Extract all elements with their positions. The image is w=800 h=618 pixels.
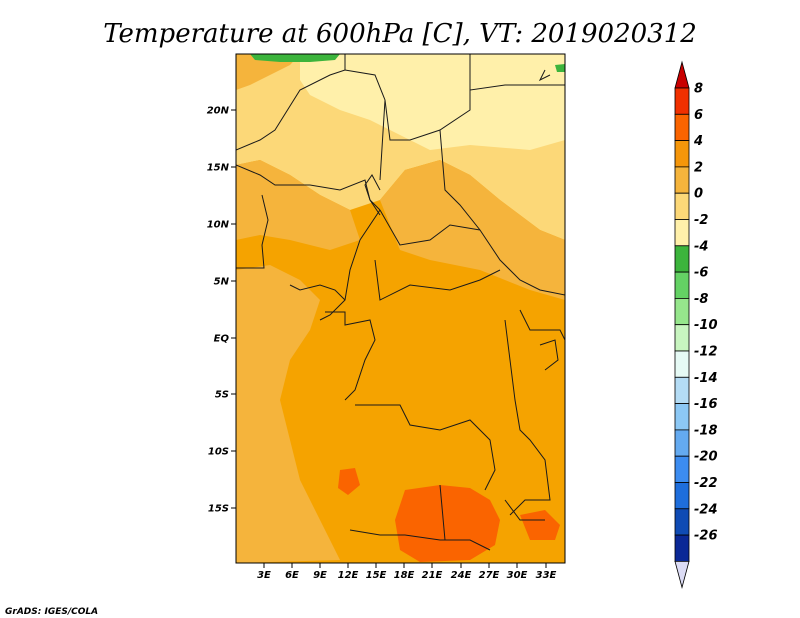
colorbar-swatch <box>674 192 690 220</box>
colorbar-swatch <box>674 508 690 536</box>
lat-tick-label: 15N <box>207 163 230 174</box>
colorbar-swatch <box>674 271 690 299</box>
map-frame <box>235 53 566 564</box>
lat-tick-label: EQ <box>214 334 230 345</box>
colorbar-bottom-arrow <box>674 561 690 589</box>
colorbar: 8 6 4 2 0 -2 -4 -6 -8 -10 -12 -14 -16 -18 -20 -22 -24 -26 <box>674 60 718 589</box>
colorbar-label: 2 <box>694 160 703 175</box>
latitude-axis: 20N 15N 10N 5N EQ 5S 10S 15S <box>207 106 236 515</box>
colorbar-swatch <box>674 429 690 457</box>
colorbar-label: 0 <box>694 187 703 202</box>
lon-tick-label: 18E <box>394 570 415 581</box>
colorbar-label: 4 <box>693 134 703 149</box>
colorbar-swatch <box>674 166 690 194</box>
colorbar-swatch <box>674 245 690 273</box>
colorbar-swatch <box>674 455 690 483</box>
colorbar-label: 8 <box>694 82 703 97</box>
colorbar-swatch <box>674 376 690 404</box>
colorbar-label: -26 <box>694 529 718 544</box>
colorbar-swatch <box>674 140 690 168</box>
colorbar-label: -22 <box>694 476 718 491</box>
colorbar-label: -14 <box>694 371 718 386</box>
colorbar-swatch <box>674 324 690 352</box>
grads-credit: GrADS: IGES/COLA <box>5 607 98 617</box>
lat-tick-label: 5S <box>215 390 229 401</box>
lat-tick-label: 5N <box>214 277 230 288</box>
longitude-axis: 3E 6E 9E 12E 15E 18E 21E 24E 27E 30E 33E <box>257 563 557 581</box>
colorbar-swatch <box>674 403 690 431</box>
colorbar-swatch <box>674 219 690 247</box>
lat-tick-label: 10N <box>207 220 230 231</box>
lat-tick-label: 10S <box>208 447 229 458</box>
colorbar-swatch <box>674 534 690 562</box>
colorbar-label: -16 <box>694 397 718 412</box>
colorbar-label: -6 <box>694 266 708 281</box>
colorbar-label: -12 <box>694 345 718 360</box>
lon-tick-label: 33E <box>536 570 557 581</box>
colorbar-label: -24 <box>694 502 718 517</box>
lon-tick-label: 30E <box>507 570 528 581</box>
colorbar-swatch <box>674 87 690 115</box>
lat-tick-label: 20N <box>207 106 230 117</box>
colorbar-label: -2 <box>694 213 708 228</box>
colorbar-label: -4 <box>694 239 708 254</box>
colorbar-top-arrow <box>674 60 690 89</box>
lon-tick-label: 24E <box>451 570 472 581</box>
lon-tick-label: 27E <box>479 570 500 581</box>
colorbar-label: -8 <box>694 292 708 307</box>
colorbar-swatch <box>674 482 690 510</box>
lon-tick-label: 3E <box>257 570 271 581</box>
lon-tick-label: 12E <box>338 570 359 581</box>
country-borders <box>236 54 565 551</box>
lat-tick-label: 15S <box>208 504 229 515</box>
temperature-field <box>236 54 565 563</box>
colorbar-label: -18 <box>694 423 718 438</box>
colorbar-label: -20 <box>694 450 718 465</box>
lon-tick-label: 9E <box>313 570 327 581</box>
lon-tick-label: 6E <box>285 570 299 581</box>
colorbar-label: -10 <box>694 318 718 333</box>
lon-tick-label: 21E <box>422 570 443 581</box>
lon-tick-label: 15E <box>366 570 387 581</box>
map-title: Temperature at 600hPa [C], VT: 201902031… <box>103 19 697 49</box>
colorbar-swatch <box>674 350 690 378</box>
colorbar-label: 6 <box>694 108 703 123</box>
colorbar-swatch <box>674 297 690 326</box>
colorbar-swatch <box>674 113 690 142</box>
